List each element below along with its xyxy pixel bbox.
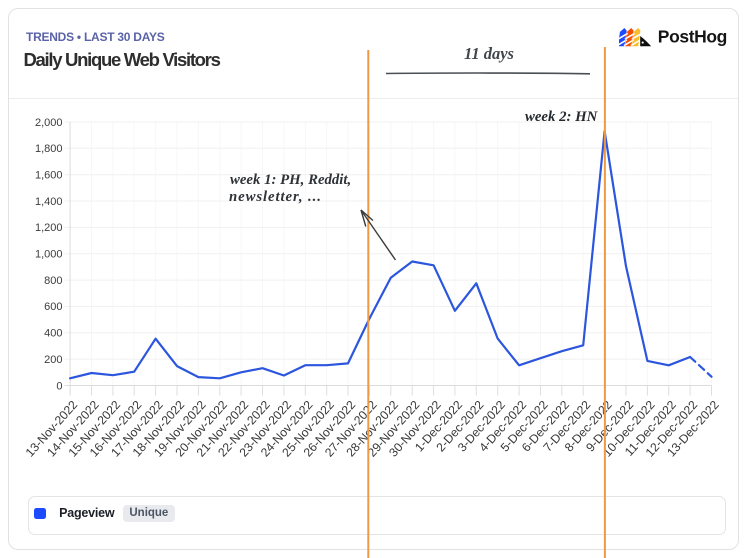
- svg-text:200: 200: [44, 354, 62, 366]
- svg-text:0: 0: [56, 380, 62, 392]
- svg-text:11 days: 11 days: [464, 44, 514, 63]
- svg-text:1,600: 1,600: [35, 170, 63, 182]
- svg-text:1,000: 1,000: [35, 249, 63, 261]
- svg-text:1,200: 1,200: [35, 222, 63, 234]
- svg-text:800: 800: [44, 275, 62, 287]
- svg-text:PostHog: PostHog: [657, 28, 726, 47]
- svg-text:week 2: HN: week 2: HN: [525, 109, 599, 125]
- svg-text:600: 600: [44, 301, 62, 313]
- svg-text:week 1: PH, Reddit,: week 1: PH, Reddit,: [230, 172, 351, 188]
- svg-text:1,800: 1,800: [35, 143, 63, 155]
- svg-text:400: 400: [44, 328, 62, 340]
- svg-text:2,000: 2,000: [35, 117, 63, 129]
- svg-text:newsletter, ...: newsletter, ...: [229, 189, 322, 205]
- svg-text:1,400: 1,400: [35, 196, 63, 208]
